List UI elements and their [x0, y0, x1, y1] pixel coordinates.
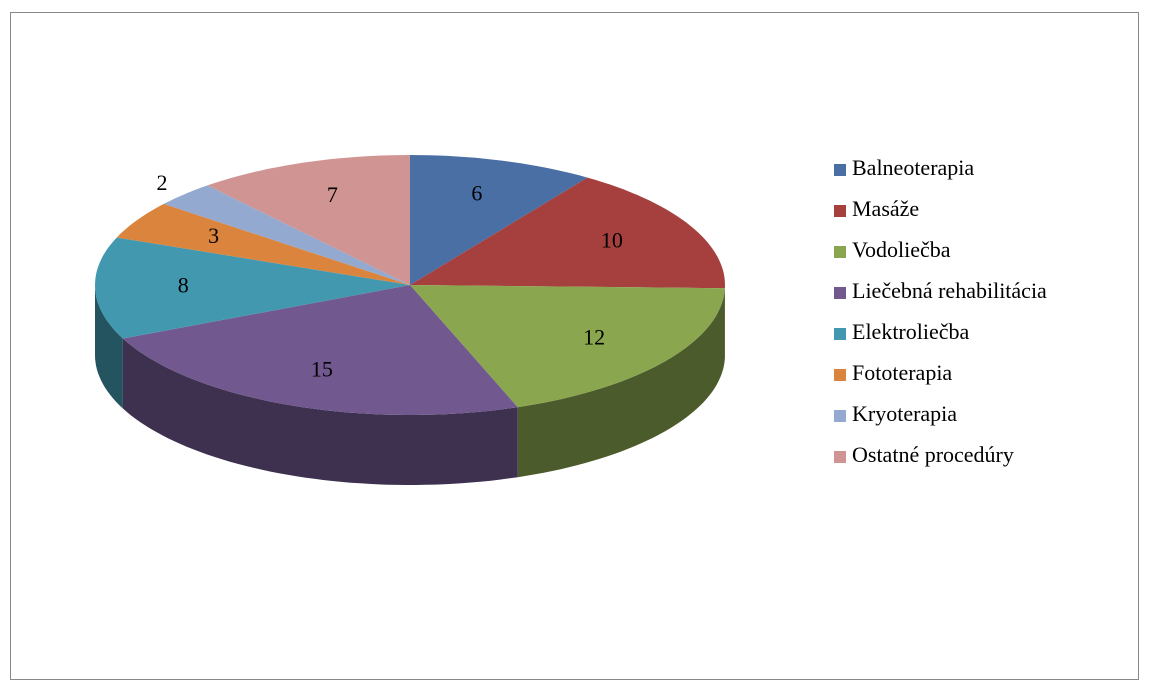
slice	[163, 185, 410, 285]
slice	[410, 177, 725, 289]
legend-label: Balneoterapia	[852, 155, 974, 180]
slice	[410, 155, 588, 285]
data-label: 15	[311, 356, 333, 381]
slice-side	[122, 338, 518, 485]
slice	[116, 203, 411, 285]
legend-swatch	[834, 246, 846, 258]
legend-label: Ostatné procedúry	[852, 442, 1014, 467]
slice-side	[517, 288, 725, 478]
legend-label: Kryoterapia	[852, 401, 957, 426]
legend-swatch	[834, 451, 846, 463]
legend-swatch	[834, 410, 846, 422]
data-label: 8	[178, 272, 189, 297]
legend-swatch	[834, 369, 846, 381]
slice	[122, 285, 518, 415]
data-label: 10	[601, 227, 623, 252]
legend-swatch	[834, 205, 846, 217]
data-label: 3	[208, 223, 219, 248]
legend-swatch	[834, 287, 846, 299]
legend-swatch	[834, 164, 846, 176]
legend-swatch	[834, 328, 846, 340]
slice	[207, 155, 410, 285]
slice	[410, 285, 725, 408]
legend-label: Vodoliečba	[852, 237, 951, 262]
data-label: 6	[471, 181, 482, 206]
data-label: 12	[583, 325, 605, 350]
legend-label: Fototerapia	[852, 360, 952, 385]
slice-side	[95, 285, 123, 409]
legend-label: Liečebná rehabilitácia	[852, 278, 1047, 303]
data-label: 2	[156, 170, 167, 195]
legend-label: Elektroliečba	[852, 319, 970, 344]
data-label: 7	[327, 182, 338, 207]
legend-label: Masáže	[852, 196, 919, 221]
slice	[95, 237, 410, 339]
